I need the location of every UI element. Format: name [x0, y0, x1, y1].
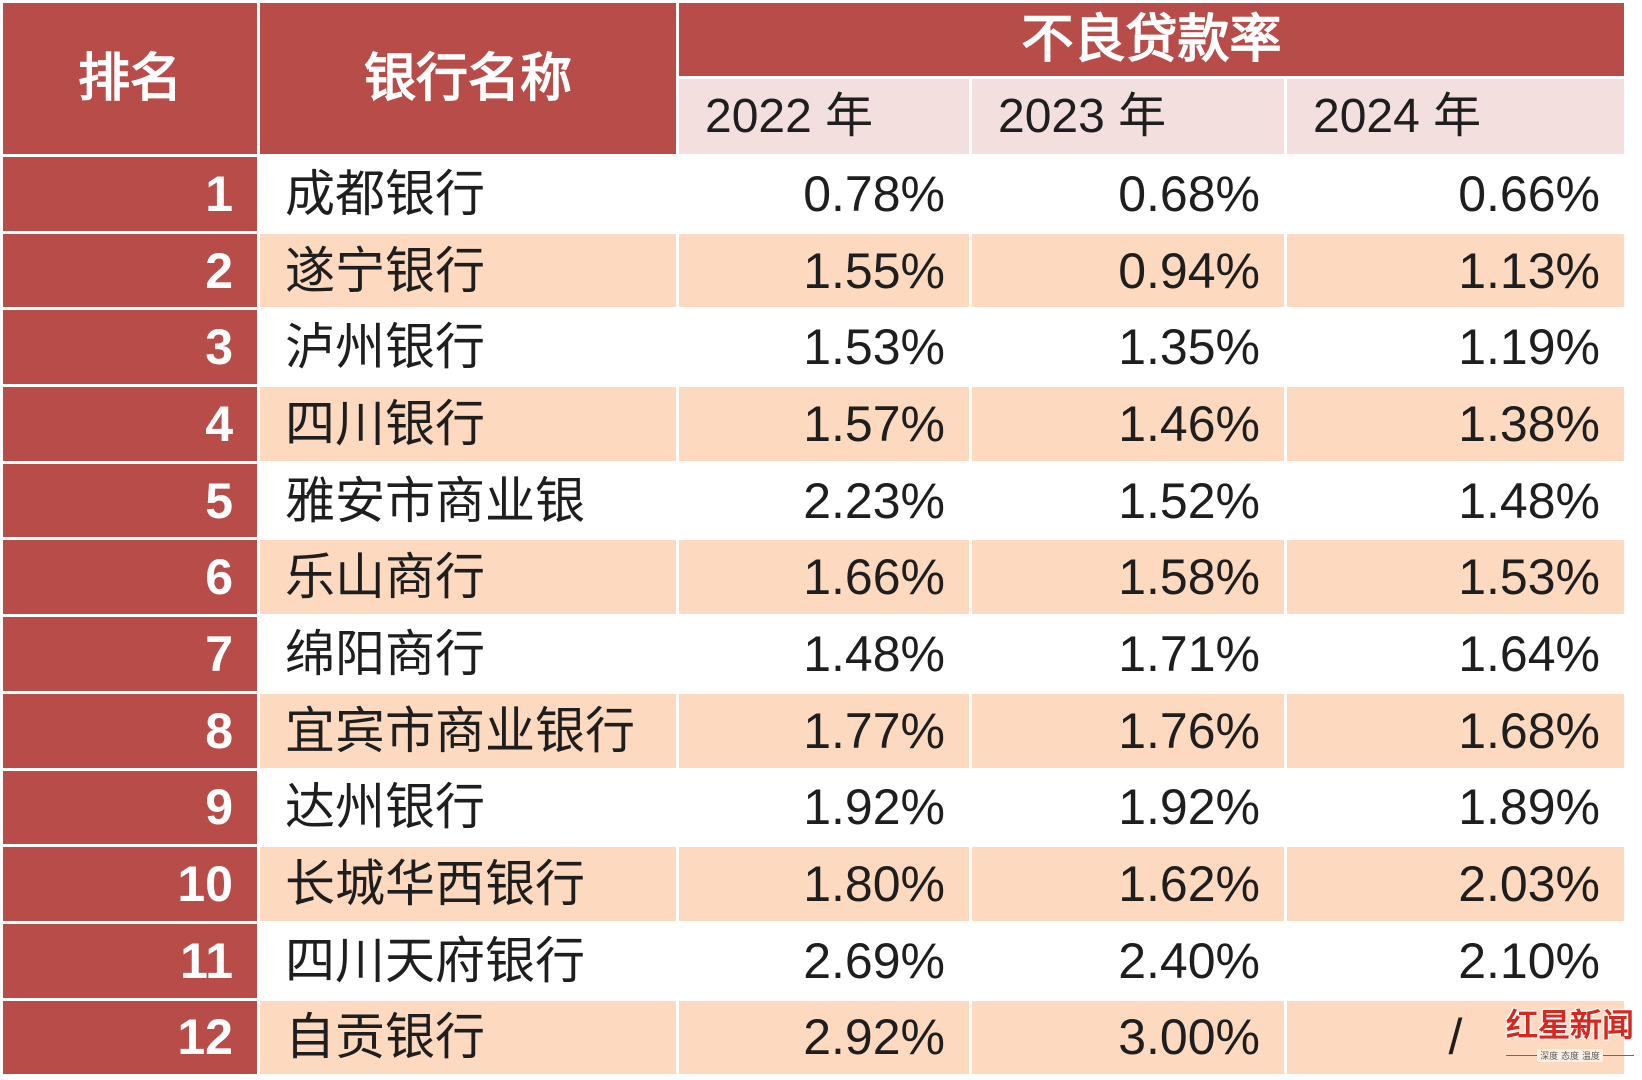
npl-2023-cell: 1.52%	[972, 463, 1284, 538]
table-header: 排名 银行名称 不良贷款率 2022 年 2023 年 2024 年	[3, 3, 1624, 154]
npl-2022-cell: 1.66%	[679, 540, 969, 615]
npl-2022-cell: 1.48%	[679, 617, 969, 691]
npl-ratio-group-header: 不良贷款率	[679, 3, 1624, 76]
watermark-logo: 红星新闻 深度 态度 温度	[1506, 1007, 1636, 1063]
npl-2024-cell: 1.38%	[1287, 387, 1624, 461]
year-2022-header: 2022 年	[679, 79, 969, 154]
rank-cell: 2	[3, 233, 257, 308]
bank-name-cell: 遂宁银行	[260, 233, 676, 308]
rank-cell: 8	[3, 693, 257, 768]
bank-name-cell: 四川天府银行	[260, 923, 676, 998]
rank-cell: 10	[3, 847, 257, 921]
rank-cell: 11	[3, 923, 257, 998]
rank-cell: 7	[3, 617, 257, 691]
watermark-logo-text: 红星新闻	[1506, 1007, 1635, 1043]
npl-2024-cell: 0.66%	[1287, 157, 1624, 231]
npl-2022-cell: 1.80%	[679, 847, 969, 921]
npl-2023-cell: 1.92%	[972, 770, 1284, 845]
npl-2022-cell: 2.92%	[679, 1000, 969, 1075]
table-row: 8 宜宾市商业银行 1.77% 1.76% 1.68%	[3, 693, 1624, 768]
npl-2024-cell: 1.13%	[1287, 233, 1624, 308]
npl-2024-cell: 1.68%	[1287, 693, 1624, 768]
npl-2022-cell: 1.55%	[679, 233, 969, 308]
rank-cell: 1	[3, 157, 257, 231]
npl-2022-cell: 1.57%	[679, 387, 969, 461]
npl-2023-cell: 1.58%	[972, 540, 1284, 615]
npl-2023-cell: 3.00%	[972, 1000, 1284, 1075]
npl-2022-cell: 1.53%	[679, 310, 969, 385]
npl-2023-cell: 0.68%	[972, 157, 1284, 231]
table-row: 11 四川天府银行 2.69% 2.40% 2.10%	[3, 923, 1624, 998]
bank-name-cell: 雅安市商业银	[260, 463, 676, 538]
bank-name-cell: 泸州银行	[260, 310, 676, 385]
rank-cell: 4	[3, 387, 257, 461]
npl-2023-cell: 1.35%	[972, 310, 1284, 385]
bank-name-cell: 达州银行	[260, 770, 676, 845]
rank-cell: 5	[3, 463, 257, 538]
bank-name-cell: 成都银行	[260, 157, 676, 231]
rank-cell: 6	[3, 540, 257, 615]
npl-2024-cell: 2.03%	[1287, 847, 1624, 921]
slogan-rule-left	[1506, 1055, 1538, 1057]
npl-2022-cell: 1.92%	[679, 770, 969, 845]
npl-2023-cell: 0.94%	[972, 233, 1284, 308]
rank-cell: 9	[3, 770, 257, 845]
npl-2023-cell: 1.76%	[972, 693, 1284, 768]
bank-name-cell: 宜宾市商业银行	[260, 693, 676, 768]
rank-cell: 12	[3, 1000, 257, 1075]
slogan-rule-right	[1602, 1055, 1635, 1057]
npl-2023-cell: 1.46%	[972, 387, 1284, 461]
npl-2024-cell: 1.48%	[1287, 463, 1624, 538]
table-row: 7 绵阳商行 1.48% 1.71% 1.64%	[3, 617, 1624, 691]
npl-2024-cell: 1.89%	[1287, 770, 1624, 845]
table-row: 3 泸州银行 1.53% 1.35% 1.19%	[3, 310, 1624, 385]
bank-name-cell: 自贡银行	[260, 1000, 676, 1075]
table-row: 12 自贡银行 2.92% 3.00% /	[3, 1000, 1624, 1075]
bank-name-cell: 乐山商行	[260, 540, 676, 615]
table-row: 5 雅安市商业银 2.23% 1.52% 1.48%	[3, 463, 1624, 538]
npl-2022-cell: 2.69%	[679, 923, 969, 998]
table-row: 2 遂宁银行 1.55% 0.94% 1.13%	[3, 233, 1624, 308]
rank-header: 排名	[3, 3, 257, 154]
bank-name-header: 银行名称	[260, 3, 676, 154]
year-2024-header: 2024 年	[1287, 79, 1624, 154]
year-2023-header: 2023 年	[972, 79, 1284, 154]
npl-2024-cell: 1.64%	[1287, 617, 1624, 691]
npl-2022-cell: 1.77%	[679, 693, 969, 768]
npl-2022-cell: 0.78%	[679, 157, 969, 231]
bank-name-cell: 长城华西银行	[260, 847, 676, 921]
rank-cell: 3	[3, 310, 257, 385]
npl-2024-cell: 1.19%	[1287, 310, 1624, 385]
bank-name-cell: 绵阳商行	[260, 617, 676, 691]
watermark-slogan-row: 深度 态度 温度	[1506, 1049, 1635, 1063]
table-row: 10 长城华西银行 1.80% 1.62% 2.03%	[3, 847, 1624, 921]
npl-ratio-table: 排名 银行名称 不良贷款率 2022 年 2023 年 2024 年 1 成都银…	[3, 3, 1624, 1075]
npl-2023-cell: 2.40%	[972, 923, 1284, 998]
npl-2024-cell: 1.53%	[1287, 540, 1624, 615]
npl-2023-cell: 1.62%	[972, 847, 1284, 921]
npl-2022-cell: 2.23%	[679, 463, 969, 538]
table-row: 1 成都银行 0.78% 0.68% 0.66%	[3, 157, 1624, 231]
npl-2024-cell: 2.10%	[1287, 923, 1624, 998]
table-row: 4 四川银行 1.57% 1.46% 1.38%	[3, 387, 1624, 461]
table-row: 6 乐山商行 1.66% 1.58% 1.53%	[3, 540, 1624, 615]
watermark-slogan: 深度 态度 温度	[1537, 1049, 1603, 1063]
npl-2023-cell: 1.71%	[972, 617, 1284, 691]
table-row: 9 达州银行 1.92% 1.92% 1.89%	[3, 770, 1624, 845]
npl-2024-cell: /	[1287, 1000, 1624, 1075]
bank-name-cell: 四川银行	[260, 387, 676, 461]
